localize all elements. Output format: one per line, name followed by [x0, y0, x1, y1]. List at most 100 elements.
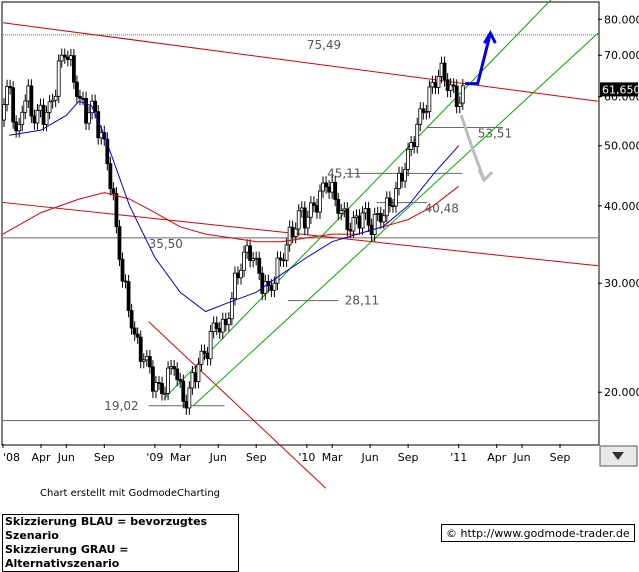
- candle-body: [348, 229, 353, 232]
- candle-body: [400, 172, 404, 182]
- candle-body: [275, 257, 280, 284]
- candle-body: [78, 96, 82, 99]
- candle-body: [397, 172, 401, 190]
- candle-body: [120, 258, 125, 282]
- candle-body: [75, 81, 79, 97]
- candle-body: [81, 97, 85, 100]
- candle-body: [202, 350, 207, 354]
- candle-body: [442, 62, 447, 81]
- candle-body: [293, 228, 298, 237]
- candle-body: [305, 216, 310, 229]
- candle-body: [372, 213, 377, 235]
- candle-body: [406, 149, 411, 170]
- x-tick-label: Sep: [94, 451, 115, 464]
- candle-body: [412, 142, 417, 148]
- x-tick-label: Jun: [512, 451, 530, 464]
- candle-body: [84, 97, 88, 124]
- candle-body: [23, 100, 28, 113]
- candle-body: [53, 95, 58, 101]
- y-tick-label: 20.000: [604, 386, 639, 399]
- candle-body: [111, 188, 116, 194]
- candle-body: [163, 392, 167, 395]
- candle-body: [157, 382, 161, 384]
- candle-body: [409, 142, 414, 150]
- candles-layer: [2, 48, 465, 415]
- y-tick-label: 80.000: [604, 13, 639, 26]
- x-tick-label: Jun: [361, 451, 379, 464]
- x-tick-label: Sep: [398, 451, 419, 464]
- candle-body: [457, 102, 462, 107]
- candle-body: [315, 205, 319, 213]
- trendlines-layer: [2, 0, 599, 489]
- candle-body: [439, 62, 444, 77]
- candle-body: [327, 186, 332, 193]
- current-price-marker: 61,650: [600, 82, 639, 97]
- candle-body: [44, 111, 49, 125]
- candle-body: [436, 76, 441, 88]
- legend-gray-line: Skizzierung GRAU = Alternativszenario: [5, 543, 129, 570]
- candle-body: [427, 86, 432, 112]
- red-support-line: [2, 201, 599, 267]
- x-tick-label: Apr: [487, 451, 507, 464]
- level-label: 75,49: [307, 38, 341, 52]
- candle-body: [269, 285, 274, 291]
- candle-body: [236, 272, 240, 279]
- candle-body: [248, 245, 253, 261]
- candle-body: [50, 99, 55, 103]
- candle-body: [454, 85, 459, 107]
- candle-body: [345, 208, 350, 230]
- level-label: 35,50: [149, 237, 183, 251]
- candle-body: [254, 257, 259, 260]
- candle-body: [190, 372, 195, 389]
- candle-body: [87, 112, 91, 124]
- candle-body: [47, 101, 52, 113]
- candle-body: [448, 84, 453, 91]
- candle-body: [220, 318, 225, 333]
- scenario-layer: [459, 29, 497, 183]
- candle-body: [260, 272, 265, 294]
- candle-body: [59, 54, 64, 62]
- chart-credit: Chart erstellt mit GodmodeCharting: [40, 488, 220, 499]
- candle-body: [5, 86, 9, 106]
- blue-moving-average: [9, 100, 460, 313]
- candle-body: [41, 104, 46, 125]
- x-tick-label: '10: [298, 451, 315, 464]
- candle-body: [381, 215, 386, 223]
- candle-body: [430, 81, 435, 88]
- candle-body: [135, 333, 140, 338]
- x-tick-label: Mar: [170, 451, 191, 464]
- candle-body: [226, 318, 231, 326]
- candle-body: [17, 124, 22, 132]
- scenario-legend: Skizzierung BLAU = bevorzugtes Szenario …: [2, 514, 239, 572]
- candle-body: [38, 104, 43, 111]
- candle-body: [251, 258, 256, 261]
- candle-body: [272, 282, 277, 291]
- level-label: 53,51: [478, 126, 512, 140]
- candle-body: [384, 197, 389, 217]
- source-url[interactable]: http://www.godmode-trader.de: [460, 527, 630, 540]
- x-tick-label: '09: [146, 451, 163, 464]
- candle-body: [138, 336, 143, 362]
- candle-body: [199, 350, 204, 365]
- candle-body: [114, 193, 119, 228]
- source-url-box[interactable]: © http://www.godmode-trader.de: [441, 524, 635, 542]
- candle-body: [324, 182, 328, 188]
- candle-body: [333, 181, 338, 200]
- y-axis: 20.00030.00040.00050.00060.00070.00080.0…: [598, 13, 639, 399]
- candle-body: [35, 110, 40, 124]
- current-price-box: [600, 82, 638, 97]
- red-falling-line: [148, 321, 327, 489]
- x-tick-label: Mar: [322, 451, 343, 464]
- candle-body: [71, 55, 76, 83]
- candle-body: [2, 104, 6, 121]
- candle-body: [242, 251, 246, 271]
- green-channel-lower: [192, 32, 599, 407]
- candle-body: [278, 257, 283, 261]
- y-tick-label: 40.000: [604, 200, 639, 213]
- candle-body: [105, 138, 110, 165]
- candle-body: [391, 205, 395, 208]
- candle-body: [132, 327, 137, 335]
- candle-body: [354, 215, 359, 219]
- scroll-button[interactable]: [599, 445, 638, 467]
